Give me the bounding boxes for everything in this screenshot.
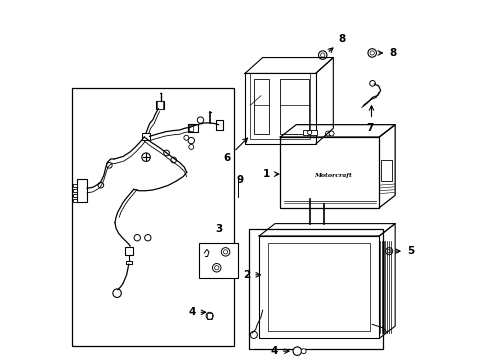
Circle shape <box>197 117 204 123</box>
Text: 2: 2 <box>243 270 260 280</box>
Bar <box>73 198 77 202</box>
Bar <box>73 194 77 197</box>
Circle shape <box>171 157 176 163</box>
Circle shape <box>293 347 301 355</box>
Text: 5: 5 <box>395 246 414 256</box>
Circle shape <box>134 235 141 241</box>
Bar <box>216 120 223 130</box>
Circle shape <box>106 162 112 168</box>
Bar <box>72 87 234 346</box>
Text: 8: 8 <box>378 48 396 58</box>
Circle shape <box>308 130 312 135</box>
Circle shape <box>370 51 374 55</box>
Circle shape <box>386 248 392 255</box>
Circle shape <box>164 150 170 156</box>
Circle shape <box>318 51 327 59</box>
Circle shape <box>329 131 334 136</box>
Bar <box>156 101 164 109</box>
Bar <box>157 102 163 109</box>
Circle shape <box>142 153 150 161</box>
Bar <box>259 236 379 338</box>
Bar <box>125 247 133 255</box>
Bar <box>199 243 238 278</box>
Bar <box>248 229 383 349</box>
Circle shape <box>188 138 195 144</box>
Bar <box>268 243 370 331</box>
Circle shape <box>301 349 306 354</box>
Text: 4: 4 <box>188 307 206 317</box>
Circle shape <box>206 312 213 319</box>
Bar <box>303 130 318 135</box>
Bar <box>189 124 198 132</box>
Bar <box>250 73 310 139</box>
Circle shape <box>189 144 194 149</box>
Bar <box>381 160 392 181</box>
Circle shape <box>221 248 230 256</box>
Bar <box>245 73 316 144</box>
Text: 3: 3 <box>215 224 222 234</box>
Bar <box>73 189 77 192</box>
Circle shape <box>98 182 104 188</box>
Circle shape <box>320 53 325 57</box>
Circle shape <box>113 289 122 297</box>
Text: 7: 7 <box>367 123 374 133</box>
Circle shape <box>368 49 376 57</box>
Text: Motorcraft: Motorcraft <box>315 174 352 179</box>
Text: 1: 1 <box>263 169 279 179</box>
Bar <box>142 133 149 140</box>
Circle shape <box>250 331 257 338</box>
Bar <box>189 125 193 131</box>
Circle shape <box>388 249 391 253</box>
Text: 4: 4 <box>270 346 289 356</box>
Bar <box>77 179 87 202</box>
Circle shape <box>213 264 221 272</box>
Circle shape <box>184 135 189 140</box>
Bar <box>73 184 77 187</box>
Circle shape <box>370 81 375 86</box>
Circle shape <box>325 131 330 136</box>
Circle shape <box>145 235 151 241</box>
Bar <box>125 261 132 264</box>
Text: 8: 8 <box>328 35 346 53</box>
Text: 6: 6 <box>224 138 247 163</box>
Bar <box>280 137 379 208</box>
Circle shape <box>223 250 228 254</box>
Circle shape <box>215 266 219 270</box>
Text: 9: 9 <box>236 175 244 185</box>
Bar <box>207 313 213 319</box>
